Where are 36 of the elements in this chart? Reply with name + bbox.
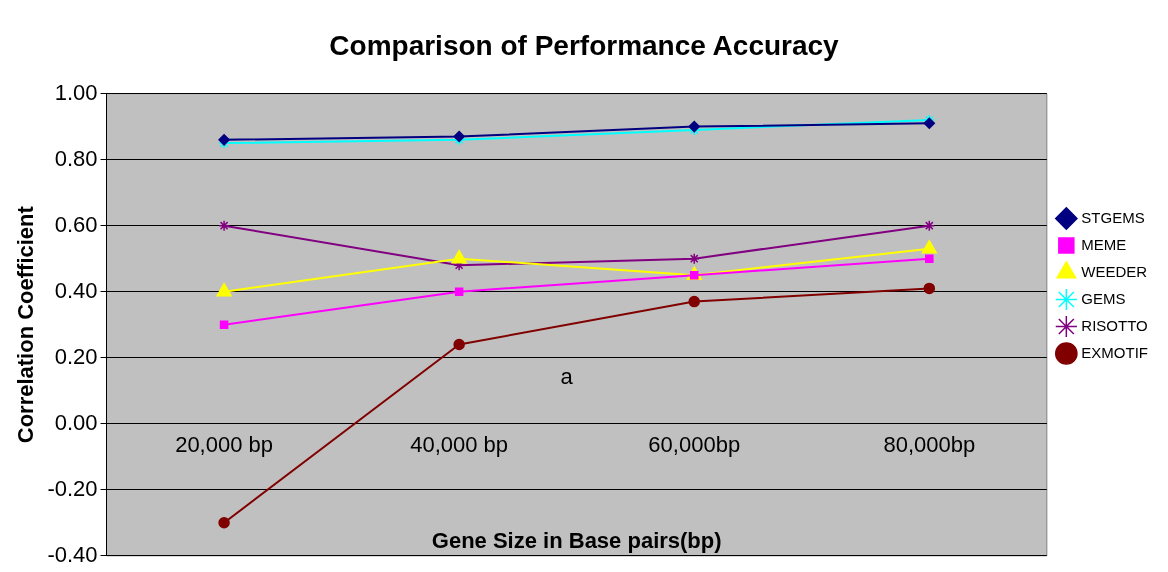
y-tick-label: -0.40 — [47, 541, 98, 567]
y-axis-title: Correlation Coefficient — [13, 205, 39, 444]
point — [218, 517, 230, 529]
y-tick-label: 0.00 — [54, 409, 98, 435]
point — [454, 287, 464, 296]
legend-label: EXMOTIF — [1081, 343, 1149, 361]
y-tick-label: 1.00 — [54, 79, 98, 105]
chart-title: Comparison of Performance Accuracy — [329, 29, 840, 61]
point — [921, 240, 937, 254]
x-tick-label: 60,000bp — [648, 432, 741, 458]
point — [923, 117, 936, 130]
legend-label: WEEDER — [1081, 262, 1148, 280]
point — [453, 130, 465, 143]
point — [218, 219, 230, 232]
point — [923, 282, 936, 295]
x-tick-label: 20,000 bp — [175, 432, 274, 458]
point — [453, 338, 465, 351]
y-tick-label: 0.20 — [54, 343, 98, 369]
legend-label: STGEMS — [1081, 208, 1145, 226]
legend-label: MEME — [1081, 235, 1127, 253]
x-tick-label: 40,000 bp — [410, 432, 509, 458]
annotation: a — [560, 364, 574, 390]
y-tick-label: 0.80 — [54, 145, 98, 171]
point — [923, 219, 936, 232]
point — [688, 120, 700, 133]
point — [688, 295, 700, 308]
y-tick-label: 0.40 — [54, 277, 98, 303]
point — [925, 254, 934, 263]
x-axis-title: Gene Size in Base pairs(bp) — [431, 528, 722, 553]
y-tick-label: 0.60 — [54, 211, 98, 237]
y-tick-label: -0.20 — [47, 475, 98, 501]
point — [688, 252, 700, 265]
x-tick-label: 80,000bp — [883, 432, 976, 458]
legend-label: GEMS — [1081, 289, 1126, 307]
legend-label: RISOTTO — [1081, 316, 1148, 334]
point — [219, 320, 229, 329]
